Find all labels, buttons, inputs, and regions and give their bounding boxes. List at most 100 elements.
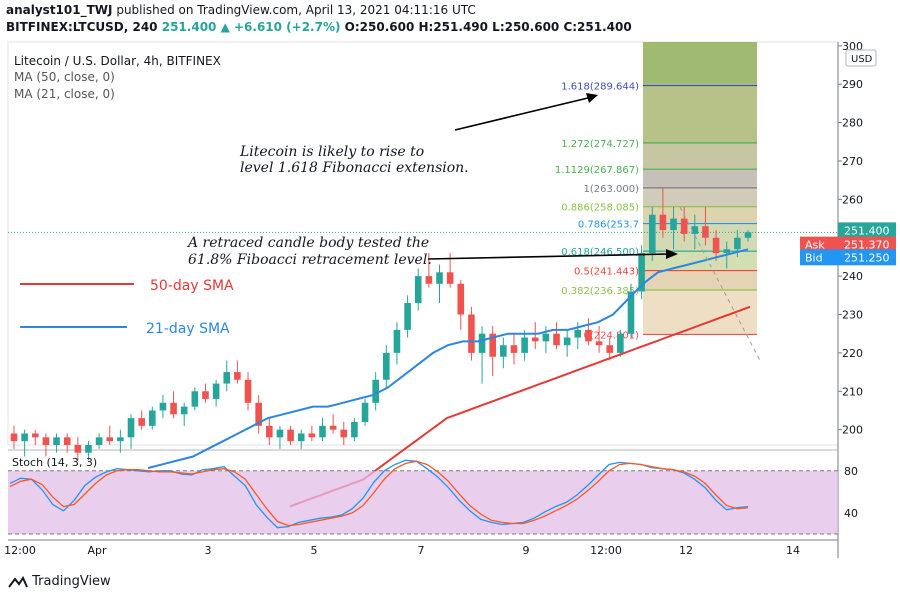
candle[interactable] [329, 414, 337, 434]
candle[interactable] [308, 425, 316, 442]
candle[interactable] [521, 329, 528, 361]
candle-body [106, 437, 114, 442]
candle-body [297, 433, 305, 442]
candle[interactable] [500, 337, 507, 369]
candle[interactable] [276, 425, 284, 449]
candle[interactable] [712, 230, 720, 261]
symbol-info: BITFINEX:LTCUSD, 240 251.400 ▲ +6.610 (+… [6, 20, 632, 34]
candle[interactable] [617, 329, 624, 357]
candle[interactable] [266, 418, 273, 445]
candle[interactable] [31, 429, 39, 445]
time-tick-label: 14 [786, 544, 800, 557]
candle[interactable] [542, 326, 550, 353]
candle-body [361, 402, 369, 422]
candle[interactable] [21, 429, 28, 457]
currency-badge-box [845, 49, 877, 67]
candle[interactable] [95, 433, 103, 449]
price-tick-label: 210 [842, 385, 863, 398]
candle[interactable] [10, 425, 18, 449]
candle[interactable] [117, 429, 124, 453]
bid-badge-box [800, 249, 896, 266]
candle[interactable] [138, 410, 145, 430]
candle[interactable] [191, 387, 199, 411]
candle[interactable] [127, 414, 135, 449]
annotation-rise-2: level 1.618 Fibonacci extension. [240, 160, 469, 176]
candle[interactable] [510, 333, 518, 365]
candle[interactable] [159, 395, 167, 419]
arrow-retrace [427, 253, 671, 260]
candle[interactable] [478, 326, 486, 384]
candle[interactable] [372, 372, 379, 411]
candle-body [414, 276, 422, 303]
candle[interactable] [563, 329, 571, 357]
candle-body [287, 429, 294, 442]
candle[interactable] [53, 433, 60, 453]
candle[interactable] [383, 345, 390, 388]
candle[interactable] [393, 322, 401, 365]
candle[interactable] [297, 429, 305, 449]
candle[interactable] [606, 337, 614, 361]
candle[interactable] [85, 441, 92, 461]
candle[interactable] [361, 398, 369, 426]
logo-text: TradingView [32, 574, 111, 589]
candle[interactable] [691, 214, 699, 250]
candle[interactable] [436, 264, 443, 303]
candle-body [659, 214, 667, 231]
candle[interactable] [63, 433, 71, 453]
candle[interactable] [234, 360, 241, 384]
candle[interactable] [287, 425, 294, 445]
candles [10, 187, 752, 461]
candle[interactable] [489, 326, 496, 376]
candle[interactable] [702, 207, 709, 246]
candle[interactable] [106, 425, 114, 445]
fib-level-label: 1.272(274.727) [561, 139, 639, 150]
sma50-annotation: 50-day SMA [150, 278, 234, 294]
candle[interactable] [638, 245, 645, 300]
candle[interactable] [255, 395, 262, 434]
candle[interactable] [170, 391, 177, 419]
candle[interactable] [585, 318, 592, 346]
currency-badge[interactable]: USD [845, 49, 877, 67]
candle[interactable] [468, 306, 475, 361]
candle-body [425, 276, 433, 284]
candle[interactable] [244, 372, 252, 411]
candle[interactable] [223, 360, 231, 392]
candle[interactable] [595, 326, 603, 353]
candle[interactable] [202, 383, 209, 403]
candle[interactable] [648, 207, 656, 261]
candle-body [95, 437, 103, 445]
candle-body [159, 402, 167, 411]
candle[interactable] [627, 283, 635, 338]
candle-body [595, 341, 603, 346]
candle[interactable] [74, 437, 82, 461]
ma21-legend[interactable]: MA (21, close, 0) [14, 87, 115, 101]
candle[interactable] [180, 402, 188, 426]
candle[interactable] [414, 268, 422, 311]
candle[interactable] [340, 421, 348, 445]
candle[interactable] [42, 433, 50, 457]
candle[interactable] [457, 279, 465, 330]
bid-badge[interactable]: Bid 251.250 [800, 249, 896, 266]
candle[interactable] [553, 322, 560, 350]
candle[interactable] [531, 322, 539, 350]
fib-level-label: 0.382(236.385) [561, 286, 639, 297]
candle-body [234, 372, 241, 380]
candle-body [478, 333, 486, 353]
candle[interactable] [744, 230, 752, 242]
candle[interactable] [680, 207, 688, 242]
candle[interactable] [212, 379, 220, 407]
candle-body [276, 429, 284, 438]
candle-body [617, 333, 624, 353]
candle[interactable] [319, 418, 326, 442]
author-name[interactable]: analyst101_TWJ [6, 3, 113, 17]
candle[interactable] [148, 406, 156, 430]
candle[interactable] [659, 187, 667, 238]
ask-badge[interactable]: Ask 251.370 [800, 236, 896, 253]
fib-zone [643, 187, 757, 207]
candle[interactable] [670, 207, 677, 250]
ma50-legend[interactable]: MA (50, close, 0) [14, 70, 115, 84]
candle[interactable] [404, 295, 411, 338]
ask-badge-box [800, 236, 896, 253]
candle[interactable] [351, 418, 358, 442]
